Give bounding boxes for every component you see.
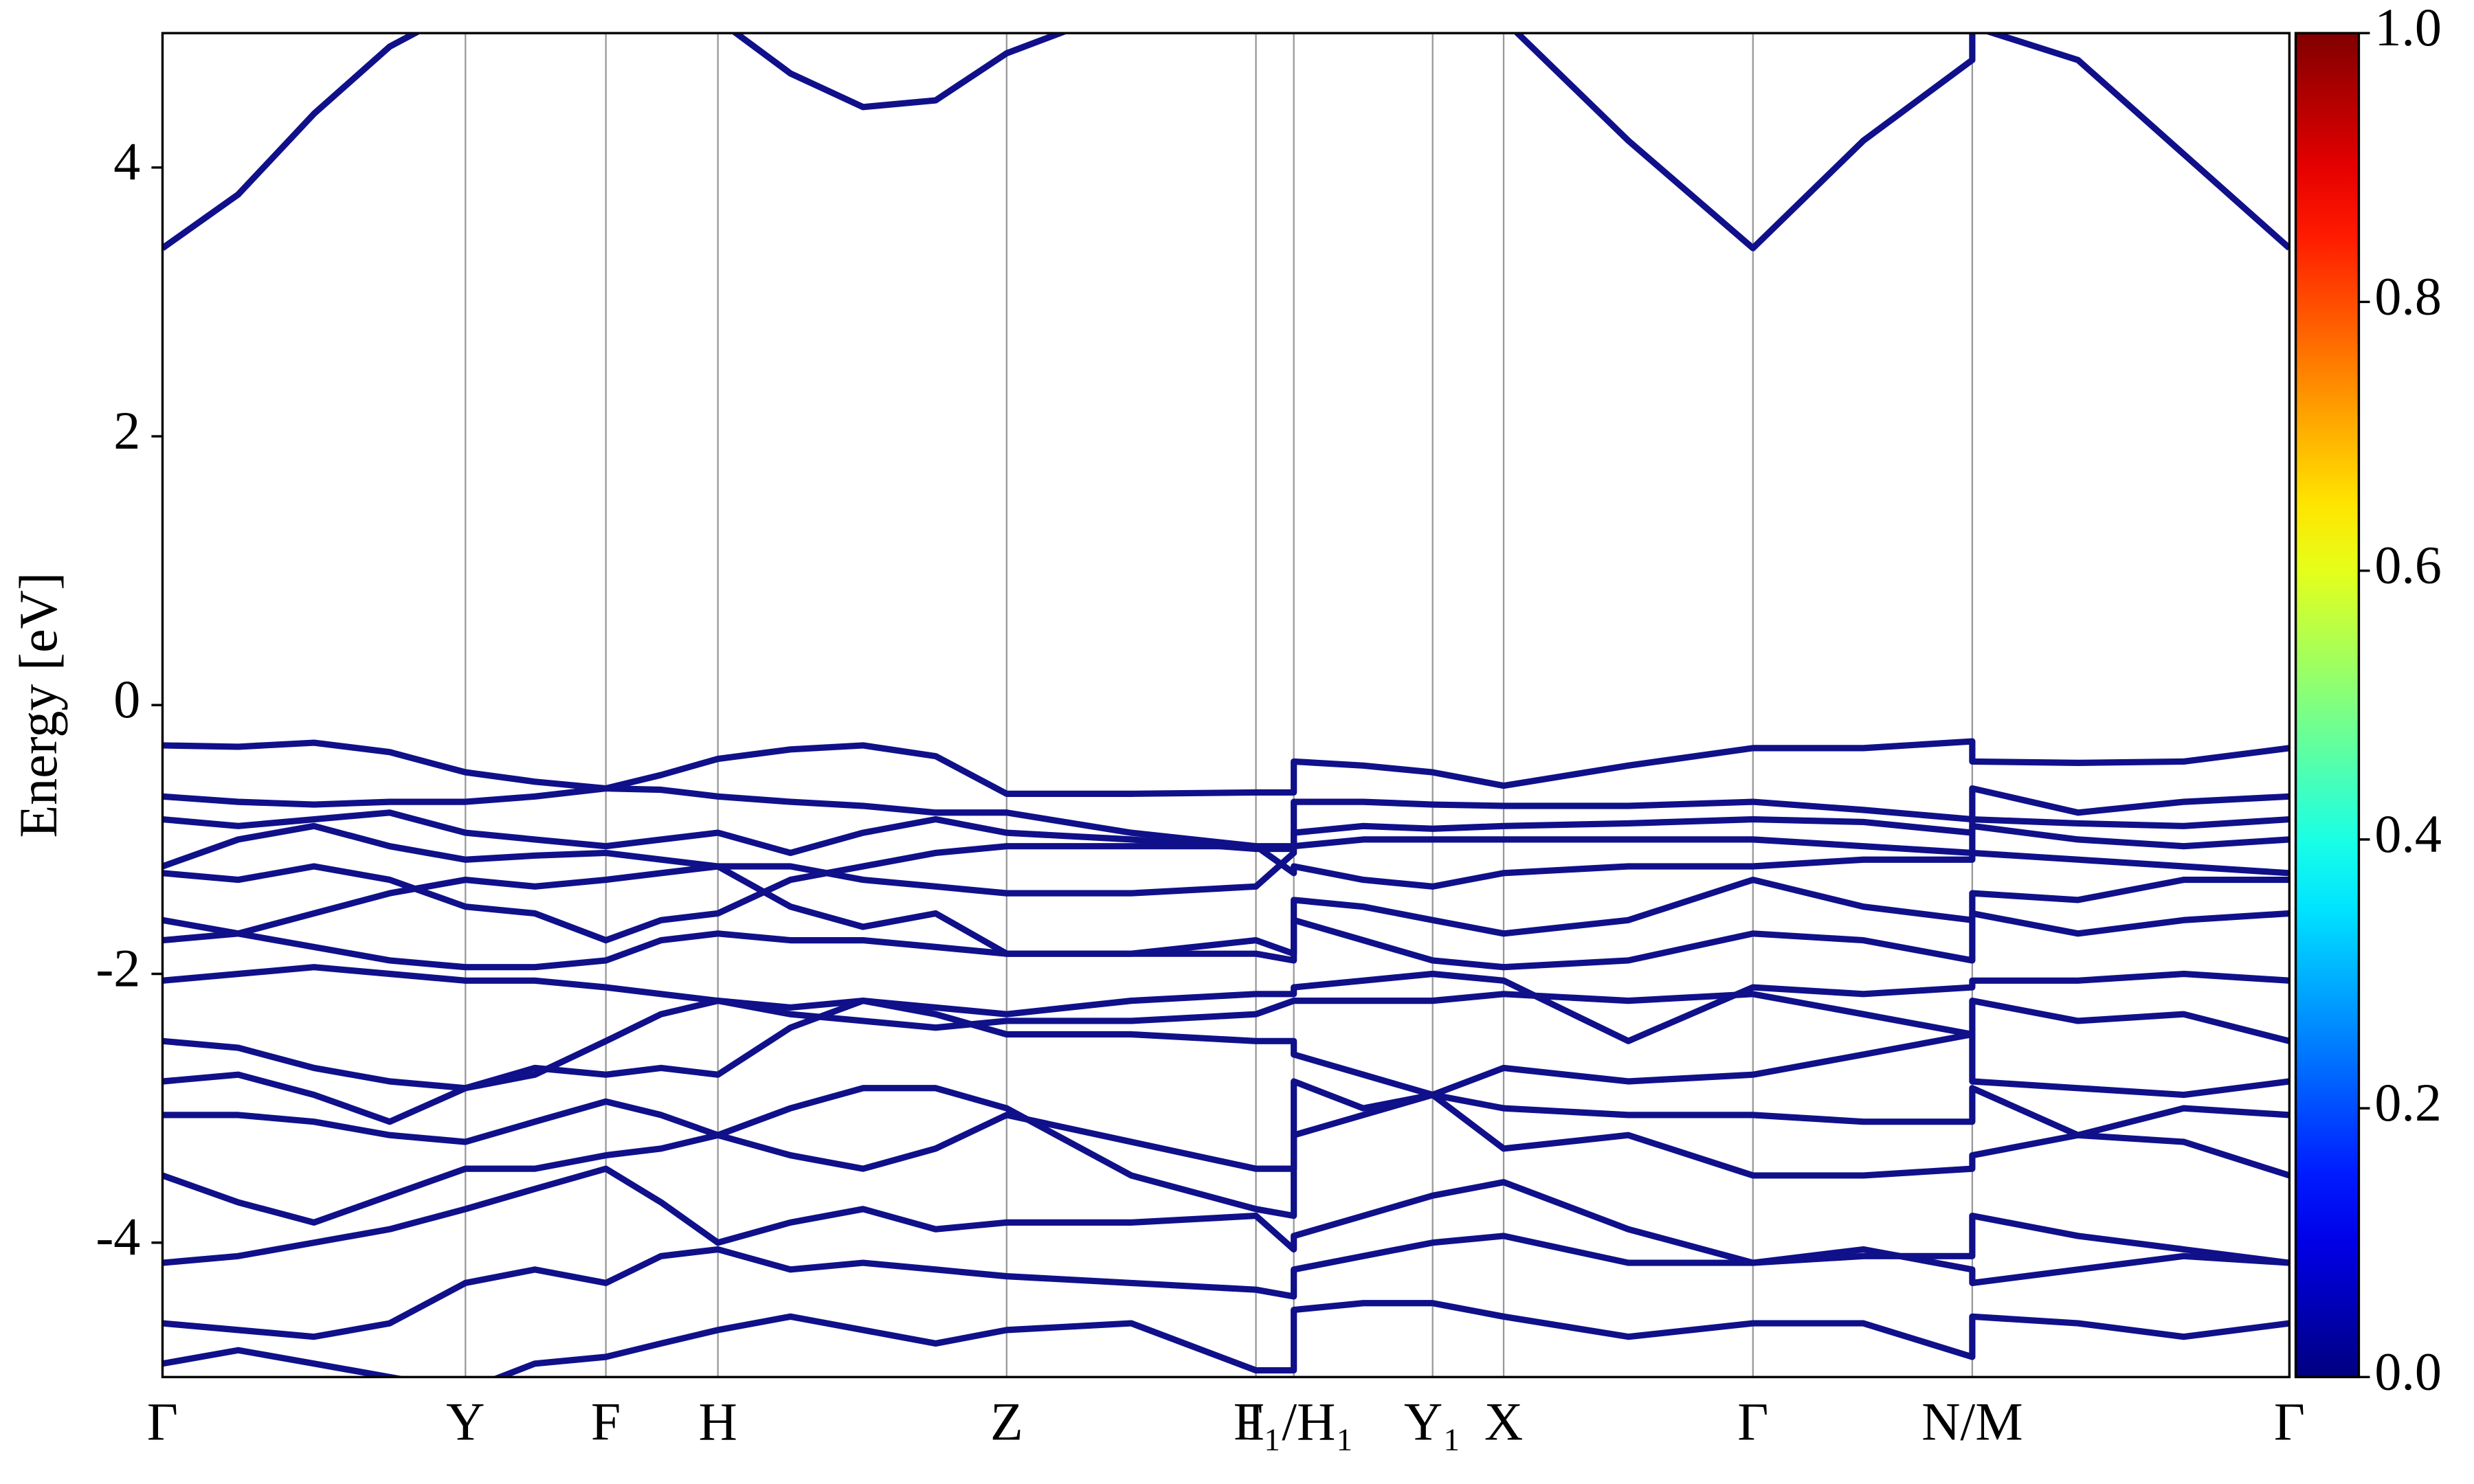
colorbar-tick-label: 0.6 (2374, 535, 2442, 595)
x-tick-label: Z (990, 1392, 1023, 1452)
band-line (162, 863, 2290, 964)
y-tick-label: 2 (113, 401, 140, 460)
colorbar-tick-label: 0.0 (2374, 1341, 2442, 1401)
colorbar (2294, 32, 2361, 1379)
band-line (162, 33, 2290, 251)
x-tick-label: H (698, 1392, 737, 1452)
colorbar-tick-label: 1.0 (2374, 0, 2442, 57)
band-layer (162, 33, 2290, 1378)
band-line (162, 964, 2290, 1044)
x-tick-label: I (1247, 1392, 1265, 1452)
x-tick-label: F₁/H₁ (1234, 1392, 1355, 1452)
y-tick-label: 0 (113, 669, 140, 729)
colorbar-tick-label: 0.4 (2374, 804, 2442, 864)
colorbar-tick-label: 0.2 (2374, 1072, 2442, 1132)
band-line (162, 785, 2290, 850)
axis-layer: Γ Y F H Z IF₁/H₁ Y₁ X Γ N/M Γ -4 -2 0 2 4 0.0 0.2 0.4 0.6 0.… (96, 0, 2442, 1452)
y-axis-label: Energy [eV] (8, 572, 68, 837)
x-tick-label: X (1484, 1392, 1523, 1452)
band-line (162, 843, 2290, 944)
band-line (162, 1233, 2290, 1340)
band-line (162, 1085, 2290, 1226)
band-line (162, 998, 2290, 1125)
x-tick-label: Γ (2274, 1392, 2305, 1452)
x-tick-label: Y (446, 1392, 484, 1452)
band-line (162, 822, 2290, 897)
band-line (162, 1165, 2290, 1266)
y-tick-label: -2 (96, 938, 140, 998)
x-tick-label: Γ (1737, 1392, 1768, 1452)
x-tick-label: N/M (1921, 1392, 2022, 1452)
y-tick-label: -4 (96, 1207, 140, 1267)
band-line (162, 1300, 2290, 1378)
band-line (162, 738, 2290, 797)
y-tick-label: 4 (113, 132, 140, 192)
x-tick-label: Y₁ (1404, 1392, 1462, 1452)
x-tick-label: Γ (147, 1392, 178, 1452)
band-line (162, 910, 2290, 971)
colorbar-tick-label: 0.8 (2374, 266, 2442, 326)
x-tick-label: F (591, 1392, 621, 1452)
band-line (162, 1078, 2290, 1172)
